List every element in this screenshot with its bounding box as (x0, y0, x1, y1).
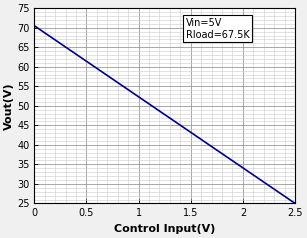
Y-axis label: Vout(V): Vout(V) (4, 82, 14, 130)
Text: Vin=5V
Rload=67.5K: Vin=5V Rload=67.5K (185, 18, 249, 40)
X-axis label: Control Input(V): Control Input(V) (114, 224, 216, 234)
